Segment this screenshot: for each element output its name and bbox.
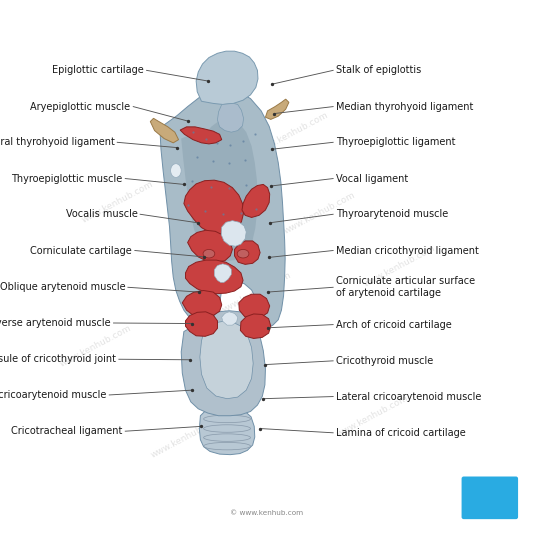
Text: Vocal ligament: Vocal ligament [336,174,408,183]
Text: Aryepiglottic muscle: Aryepiglottic muscle [30,102,131,111]
Text: www.kenhub.com: www.kenhub.com [80,180,155,225]
Polygon shape [182,290,222,317]
Polygon shape [222,312,238,325]
Polygon shape [181,311,265,416]
Text: Cricotracheal ligament: Cricotracheal ligament [11,426,123,436]
Polygon shape [188,230,232,262]
Text: www.kenhub.com: www.kenhub.com [336,393,410,439]
Polygon shape [185,312,217,336]
Text: Vocalis muscle: Vocalis muscle [66,209,138,219]
Polygon shape [235,241,260,264]
Text: © www.kenhub.com: © www.kenhub.com [230,510,303,516]
Polygon shape [185,260,243,294]
Text: www.kenhub.com: www.kenhub.com [219,270,293,316]
Ellipse shape [203,249,215,258]
Text: Lateral cricoarytenoid muscle: Lateral cricoarytenoid muscle [336,392,481,401]
Text: Capsule of cricothyroid joint: Capsule of cricothyroid joint [0,354,116,364]
FancyBboxPatch shape [462,477,518,519]
Text: Arch of cricoid cartilage: Arch of cricoid cartilage [336,320,451,329]
Text: Corniculate articular surface
of arytenoid cartilage: Corniculate articular surface of aryteno… [336,277,475,298]
Text: www.kenhub.com: www.kenhub.com [149,414,224,460]
Polygon shape [196,51,258,104]
Text: www.kenhub.com: www.kenhub.com [59,324,133,369]
Polygon shape [181,118,257,261]
Text: Lamina of cricoid cartilage: Lamina of cricoid cartilage [336,428,465,438]
Text: www.kenhub.com: www.kenhub.com [256,110,330,156]
Text: Oblique arytenoid muscle: Oblique arytenoid muscle [0,282,125,292]
Polygon shape [214,264,231,282]
Text: Posterior cricoarytenoid muscle: Posterior cricoarytenoid muscle [0,390,107,400]
Polygon shape [242,184,270,217]
Text: Median cricothyroid ligament: Median cricothyroid ligament [336,246,479,255]
Polygon shape [184,180,244,234]
Text: Epiglottic cartilage: Epiglottic cartilage [52,66,144,75]
Polygon shape [200,321,253,399]
Text: Thyroarytenoid muscle: Thyroarytenoid muscle [336,209,448,219]
Polygon shape [199,410,255,455]
Text: www.kenhub.com: www.kenhub.com [362,244,437,289]
Text: Transverse arytenoid muscle: Transverse arytenoid muscle [0,318,111,328]
Polygon shape [180,127,222,144]
Polygon shape [240,314,271,338]
Polygon shape [265,99,289,119]
Text: KEN
HUB: KEN HUB [479,488,501,507]
Polygon shape [239,294,270,319]
Text: www.kenhub.com: www.kenhub.com [282,190,357,236]
Text: Lateral thyrohyoid ligament: Lateral thyrohyoid ligament [0,138,115,147]
Text: Thyroepiglottic ligament: Thyroepiglottic ligament [336,138,455,147]
Ellipse shape [171,164,181,177]
Text: Thyroepiglottic muscle: Thyroepiglottic muscle [11,174,123,183]
Polygon shape [160,90,285,328]
Polygon shape [221,221,246,246]
Polygon shape [217,103,244,132]
Ellipse shape [237,249,249,258]
Text: Stalk of epiglottis: Stalk of epiglottis [336,66,421,75]
Text: Corniculate cartilage: Corniculate cartilage [30,246,132,255]
Polygon shape [150,118,179,143]
Text: Cricothyroid muscle: Cricothyroid muscle [336,356,433,366]
Text: Median thyrohyoid ligament: Median thyrohyoid ligament [336,102,473,111]
